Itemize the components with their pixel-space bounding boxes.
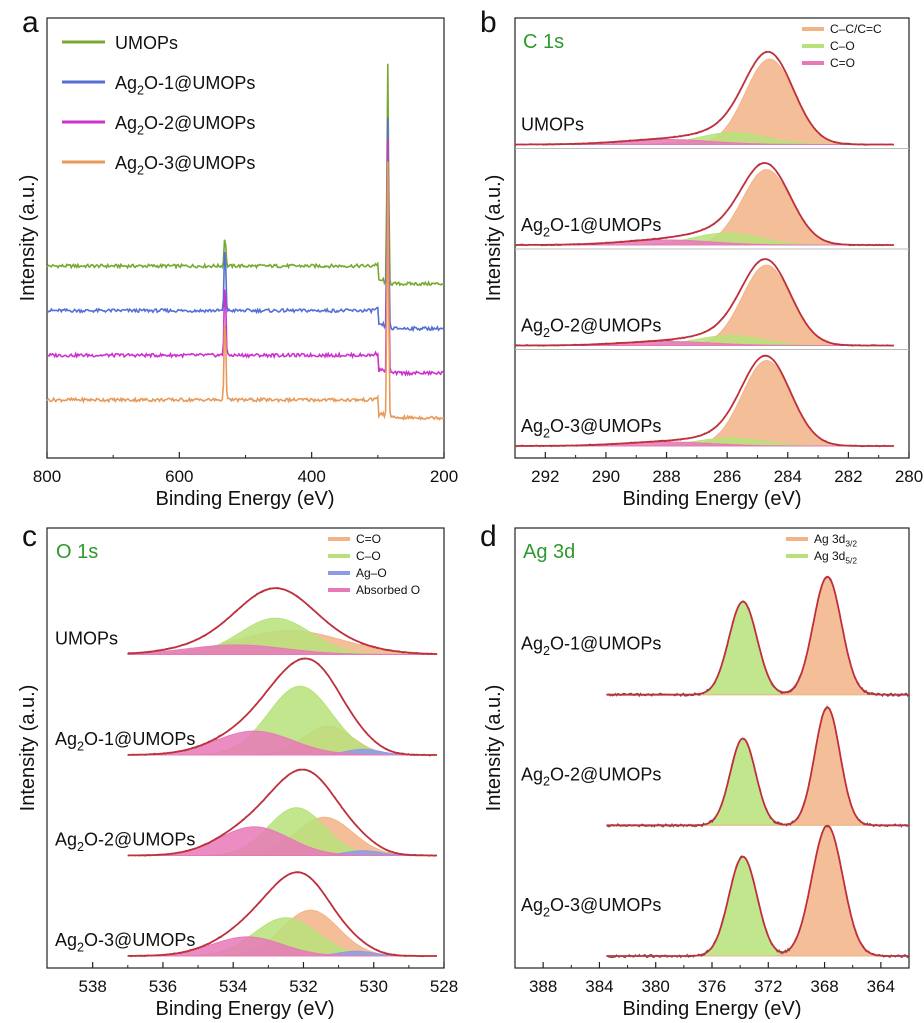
legend-label: C–O <box>830 39 855 53</box>
fit-envelope <box>606 824 909 957</box>
panel-title-b: C 1s <box>523 31 564 53</box>
sample-label: Ag2O-1@UMOPs <box>521 215 661 239</box>
legend-label: Ag2O-3@UMOPs <box>115 153 255 177</box>
x-axis-label-d: Binding Energy (eV) <box>623 998 802 1020</box>
legend-swatch <box>328 537 350 541</box>
x-tick-label: 528 <box>430 977 458 996</box>
y-axis-label-d: Intensity (a.u.) <box>483 685 505 812</box>
legend-swatch <box>328 571 350 575</box>
x-tick-label: 388 <box>529 977 557 996</box>
x-tick-label: 532 <box>289 977 317 996</box>
fit-envelope <box>515 258 894 347</box>
legend-swatch <box>786 554 808 558</box>
sample-label: Ag2O-3@UMOPs <box>521 416 661 440</box>
x-tick-label: 380 <box>642 977 670 996</box>
survey-series-line <box>46 161 445 421</box>
sample-label: Ag2O-1@UMOPs <box>55 729 195 753</box>
legend-label: C–C/C=C <box>830 22 882 36</box>
sample-label: Ag2O-2@UMOPs <box>55 830 195 854</box>
fit-envelope <box>606 575 909 696</box>
x-axis-label-c: Binding Energy (eV) <box>156 998 335 1020</box>
legend-label: C=O <box>356 532 381 546</box>
x-tick-label: 290 <box>592 467 620 486</box>
x-axis-label-a: Binding Energy (eV) <box>156 488 335 510</box>
legend-swatch <box>328 554 350 558</box>
legend-swatch <box>802 44 824 48</box>
sample-label: UMOPs <box>521 115 584 135</box>
x-tick-label: 286 <box>713 467 741 486</box>
x-tick-label: 400 <box>297 467 325 486</box>
c1s-spectra: 292 290 288 286 284 282 280 UMOPs Ag2O-1@UMOPs Ag… <box>514 22 923 486</box>
legend-label: Ag2O-2@UMOPs <box>115 113 255 137</box>
survey-series-line <box>46 117 445 333</box>
legend-label: C–O <box>356 549 381 563</box>
x-tick-label: 200 <box>430 467 458 486</box>
sample-label: Ag2O-3@UMOPs <box>55 930 195 954</box>
legend-label: Ag–O <box>356 566 387 580</box>
panel-label-b: b <box>480 6 497 39</box>
x-tick-label: 364 <box>867 977 895 996</box>
y-axis-label-c: Intensity (a.u.) <box>17 685 39 812</box>
legend-swatch <box>802 27 824 31</box>
panel-title-d: Ag 3d <box>523 541 575 563</box>
legend-label: Ag2O-1@UMOPs <box>115 73 255 97</box>
survey-spectra: 800 600 400 200 UMOPs Ag2O-1@UMOPs Ag2O-2@UMOP… <box>33 33 458 486</box>
fit-envelope <box>127 871 437 957</box>
fit-envelope <box>127 587 437 655</box>
x-tick-label: 284 <box>774 467 802 486</box>
x-tick-label: 538 <box>78 977 106 996</box>
x-tick-label: 384 <box>585 977 613 996</box>
legend-label: Absorbed O <box>356 583 420 597</box>
fit-component <box>127 644 437 655</box>
sample-label: Ag2O-1@UMOPs <box>521 634 661 658</box>
legend-label: UMOPs <box>115 33 178 53</box>
x-tick-label: 534 <box>219 977 247 996</box>
o1s-spectra: 538 536 534 532 530 528 UMOPs Ag2O-1@UMOPs Ag2O-… <box>55 532 458 996</box>
x-axis-label-b: Binding Energy (eV) <box>623 488 802 510</box>
x-tick-label: 376 <box>698 977 726 996</box>
x-tick-label: 600 <box>165 467 193 486</box>
panel-label-d: d <box>480 520 497 553</box>
y-axis-label-a: Intensity (a.u.) <box>17 175 39 302</box>
ag3d-spectra: 388 384 380 376 372 368 364 Ag2O-1@UMOPs Ag2O-2@… <box>521 532 910 996</box>
sample-label: Ag2O-3@UMOPs <box>521 895 661 919</box>
panel-label-c: c <box>22 520 37 553</box>
y-axis-label-b: Intensity (a.u.) <box>483 175 505 302</box>
plot-frame-b <box>514 17 910 459</box>
legend-label: Ag 3d5/2 <box>814 549 857 566</box>
sample-label: Ag2O-2@UMOPs <box>521 316 661 340</box>
sample-label: UMOPs <box>55 629 118 649</box>
fit-envelope <box>127 657 437 756</box>
x-tick-label: 530 <box>360 977 388 996</box>
fit-envelope <box>515 162 894 246</box>
x-tick-label: 372 <box>754 977 782 996</box>
x-tick-label: 368 <box>810 977 838 996</box>
legend-swatch <box>802 61 824 65</box>
legend-label: C=O <box>830 56 855 70</box>
sample-label: Ag2O-2@UMOPs <box>521 764 661 788</box>
x-tick-label: 288 <box>652 467 680 486</box>
survey-series-line <box>46 138 445 377</box>
legend-swatch <box>328 588 350 592</box>
x-tick-label: 282 <box>834 467 862 486</box>
x-tick-label: 292 <box>531 467 559 486</box>
panel-title-c: O 1s <box>56 541 98 563</box>
x-tick-label: 536 <box>149 977 177 996</box>
fit-envelope <box>515 51 894 146</box>
fit-envelope <box>606 706 909 827</box>
x-tick-label: 280 <box>895 467 923 486</box>
plot-frame-c <box>46 527 445 969</box>
legend-label: Ag 3d3/2 <box>814 532 857 549</box>
fit-envelope <box>515 354 894 447</box>
legend-swatch <box>786 537 808 541</box>
panel-label-a: a <box>22 6 39 39</box>
x-tick-label: 800 <box>33 467 61 486</box>
survey-series-line <box>46 63 445 287</box>
fit-envelope <box>127 768 437 857</box>
